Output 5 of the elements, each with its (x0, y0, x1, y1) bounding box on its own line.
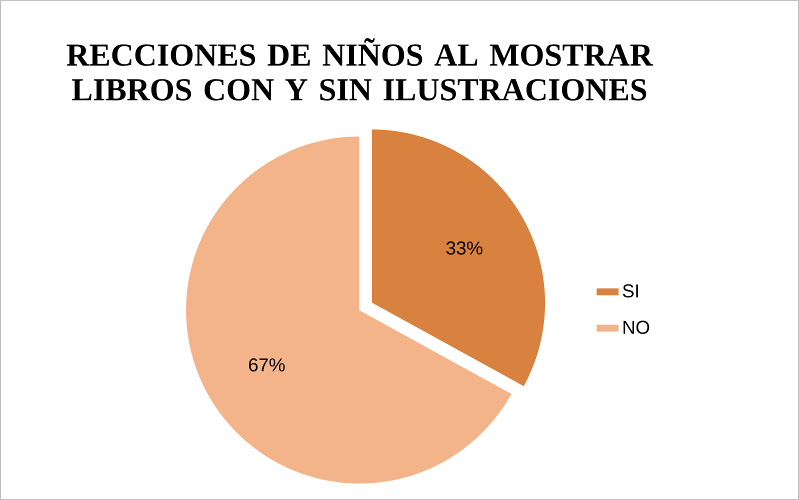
data-label: 33% (446, 241, 482, 255)
legend-label: NO (624, 320, 650, 334)
chart-title: RECCIONES DE NIÑOS AL MOSTRAR LIBROS CON Y SIN ILUSTRACIONES (66, 38, 654, 101)
legend-label: SI (622, 284, 638, 298)
data-label: 67% (248, 358, 285, 372)
